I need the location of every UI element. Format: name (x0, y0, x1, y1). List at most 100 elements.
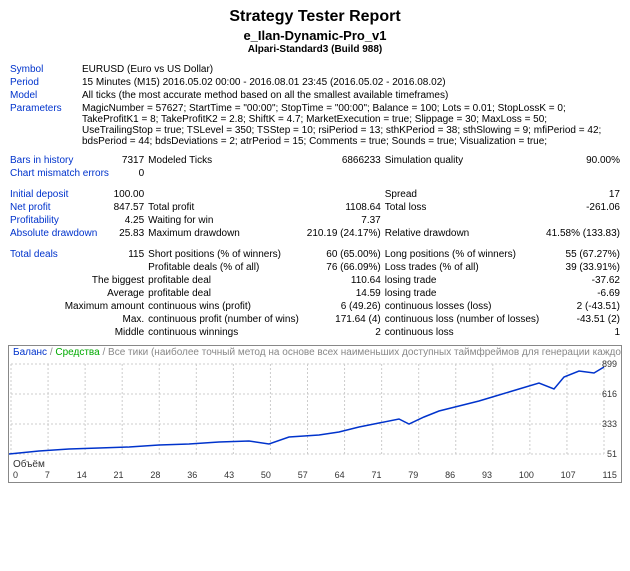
losingtrade-value: -37.62 (541, 274, 622, 287)
longpos-value: 55 (67.27%) (541, 248, 622, 261)
initdep-label: Initial deposit (8, 188, 111, 201)
losingtrade-label: losing trade (383, 274, 542, 287)
contwinnings-label: continuous winnings (146, 326, 301, 339)
absdd-value: 25.83 (111, 227, 146, 240)
contwinnings-value: 2 (301, 326, 383, 339)
spread-label: Spread (383, 188, 542, 201)
reldd-value: 41.58% (133.83) (541, 227, 622, 240)
chart-xlabel: 14 (77, 470, 87, 480)
waitwin-value: 7.37 (301, 214, 383, 227)
chart-xlabel: 0 (13, 470, 18, 480)
netprofit-value: 847.57 (111, 201, 146, 214)
totaldeals-value: 115 (111, 248, 146, 261)
chart-xlabel: 100 (519, 470, 534, 480)
parameters-value: MagicNumber = 57627; StartTime = "00:00"… (80, 102, 622, 148)
contprofit-value: 171.64 (4) (301, 313, 383, 326)
longpos-label: Long positions (% of winners) (383, 248, 542, 261)
maxdd-label: Maximum drawdown (146, 227, 301, 240)
initdep-value: 100.00 (111, 188, 146, 201)
shortpos-label: Short positions (% of winners) (146, 248, 301, 261)
chart-svg (9, 359, 621, 459)
chart-plot-area: 899 616 333 51 (9, 359, 621, 459)
symbol-label: Symbol (8, 63, 80, 76)
simq-value: 90.00% (541, 154, 622, 167)
totalloss-label: Total loss (383, 201, 542, 214)
period-label: Period (8, 76, 80, 89)
chart-xlabel: 86 (445, 470, 455, 480)
bars-label: Bars in history (8, 154, 111, 167)
absdd-label: Absolute drawdown (8, 227, 111, 240)
profdeal-value: 110.64 (301, 274, 383, 287)
period-value: 15 Minutes (M15) 2016.05.02 00:00 - 2016… (80, 76, 622, 89)
stats-table: Bars in history 7317 Modeled Ticks 68662… (8, 154, 622, 339)
middle-label: Middle (8, 326, 146, 339)
balance-chart: Баланс / Средства / Все тики (наиболее т… (8, 345, 622, 483)
chart-ylabel: 51 (607, 449, 617, 459)
parameters-label: Parameters (8, 102, 80, 148)
biggest-label: The biggest (8, 274, 146, 287)
chart-legend: Баланс / Средства / Все тики (наиболее т… (9, 346, 621, 359)
avglose-value: -6.69 (541, 287, 622, 300)
chart-ylabel: 616 (602, 389, 617, 399)
contwins-value: 6 (49.26) (301, 300, 383, 313)
shortpos-value: 60 (65.00%) (301, 248, 383, 261)
waitwin-label: Waiting for win (146, 214, 301, 227)
chart-xlabel: 7 (45, 470, 50, 480)
contloss-label: continuous losses (loss) (383, 300, 542, 313)
chart-xlabel: 28 (150, 470, 160, 480)
chart-xlabel: 57 (298, 470, 308, 480)
chart-xlabel: 50 (261, 470, 271, 480)
title-main: Strategy Tester Report (8, 8, 622, 26)
losstrades-label: Loss trades (% of all) (383, 261, 542, 274)
simq-label: Simulation quality (383, 154, 542, 167)
profitability-label: Profitability (8, 214, 111, 227)
mismatch-label: Chart mismatch errors (8, 167, 111, 180)
model-label: Model (8, 89, 80, 102)
chart-xlabel: 43 (224, 470, 234, 480)
chart-xlabel: 115 (603, 470, 617, 480)
max-label: Max. (8, 313, 146, 326)
profdeal-label: profitable deal (146, 274, 301, 287)
chart-ylabel: 333 (602, 419, 617, 429)
avgprof-value: 14.59 (301, 287, 383, 300)
model-value: All ticks (the most accurate method base… (80, 89, 622, 102)
modeled-value: 6866233 (301, 154, 383, 167)
maxdd-value: 210.19 (24.17%) (301, 227, 383, 240)
chart-xlabel: 71 (371, 470, 381, 480)
totaldeals-label: Total deals (8, 248, 111, 261)
modeled-label: Modeled Ticks (146, 154, 301, 167)
contprofit-label: continuous profit (number of wins) (146, 313, 301, 326)
maxamount-label: Maximum amount (8, 300, 146, 313)
contloss2-value: 1 (541, 326, 622, 339)
profdeals-label: Profitable deals (% of all) (146, 261, 301, 274)
volume-label: Объём (9, 459, 621, 470)
reldd-label: Relative drawdown (383, 227, 542, 240)
contlossnum-value: -43.51 (2) (541, 313, 622, 326)
mismatch-value: 0 (111, 167, 146, 180)
chart-xlabel: 107 (561, 470, 576, 480)
chart-xlabel: 79 (408, 470, 418, 480)
legend-rest: Все тики (наиболее точный метод на основ… (108, 347, 621, 358)
chart-ylabel: 899 (602, 359, 617, 369)
report-header: Strategy Tester Report e_Ilan-Dynamic-Pr… (8, 8, 622, 55)
params-table: Symbol EURUSD (Euro vs US Dollar) Period… (8, 63, 622, 148)
title-server: Alpari-Standard3 (Build 988) (8, 44, 622, 55)
chart-xlabel: 21 (114, 470, 124, 480)
symbol-value: EURUSD (Euro vs US Dollar) (80, 63, 622, 76)
average-label: Average (8, 287, 146, 300)
totalprofit-label: Total profit (146, 201, 301, 214)
bars-value: 7317 (111, 154, 146, 167)
title-expert: e_Ilan-Dynamic-Pro_v1 (8, 28, 622, 43)
chart-xlabel: 36 (187, 470, 197, 480)
contlossnum-label: continuous loss (number of losses) (383, 313, 542, 326)
contloss2-label: continuous loss (383, 326, 542, 339)
profdeals-value: 76 (66.09%) (301, 261, 383, 274)
chart-xlabel: 64 (335, 470, 345, 480)
legend-balance: Баланс (13, 347, 47, 358)
contloss-value: 2 (-43.51) (541, 300, 622, 313)
spread-value: 17 (541, 188, 622, 201)
totalloss-value: -261.06 (541, 201, 622, 214)
netprofit-label: Net profit (8, 201, 111, 214)
profitability-value: 4.25 (111, 214, 146, 227)
totalprofit-value: 1108.64 (301, 201, 383, 214)
